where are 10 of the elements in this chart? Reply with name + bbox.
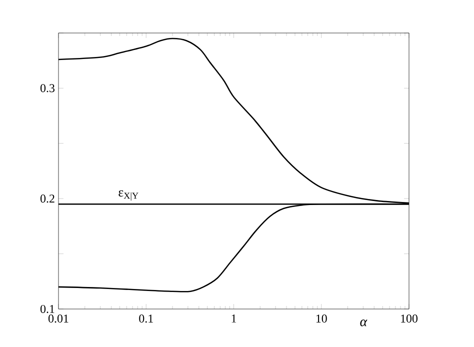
ref-line-label: ε$_{X|Y}$ bbox=[118, 190, 138, 201]
x-tick-label: 10 bbox=[316, 314, 327, 323]
x-tick-label: 0.1 bbox=[139, 314, 153, 323]
y-tick-label: 0.2 bbox=[40, 194, 54, 203]
x-axis-title: α bbox=[360, 320, 368, 326]
x-tick-label: 100 bbox=[401, 314, 418, 323]
y-tick-label: 0.3 bbox=[40, 84, 55, 92]
x-tick-label: 1 bbox=[232, 314, 236, 322]
y-tick-label: 0.1 bbox=[40, 304, 54, 314]
x-tick-label: 0.01 bbox=[48, 314, 68, 323]
